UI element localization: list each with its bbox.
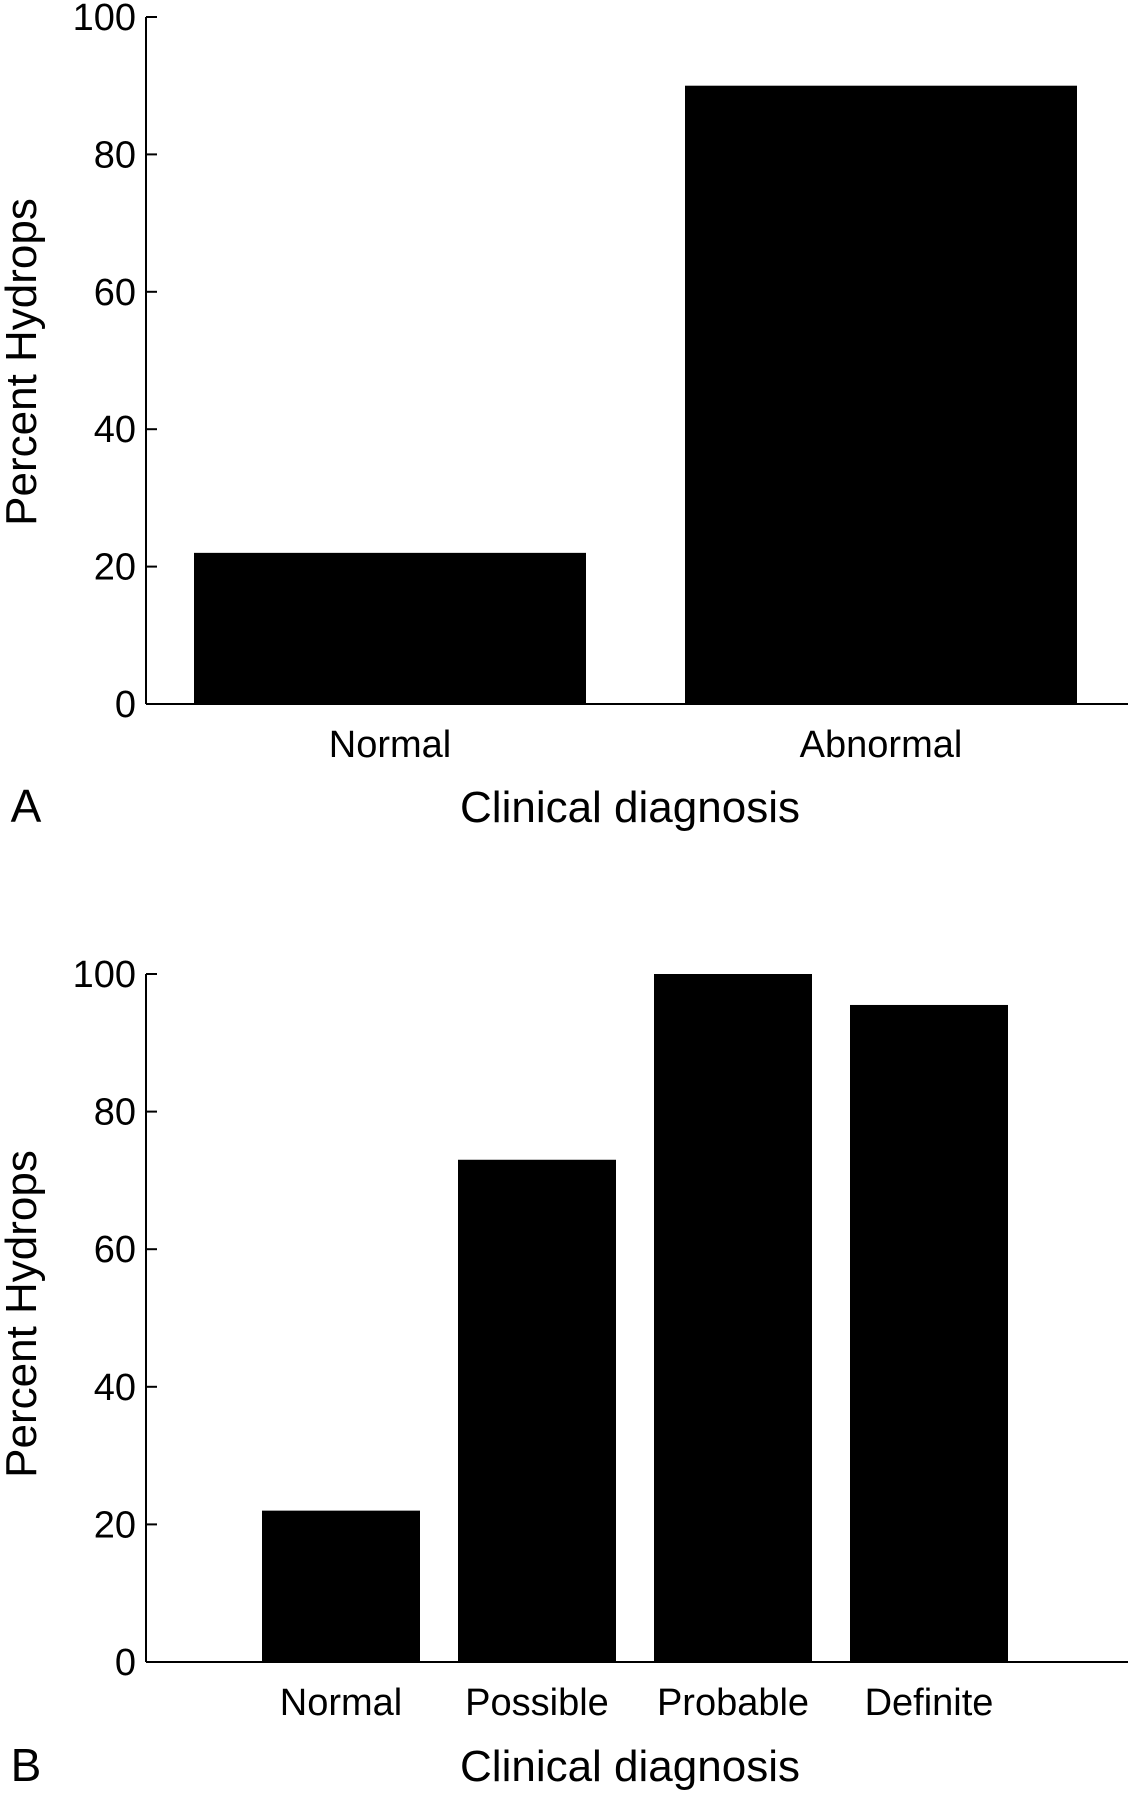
bar-definite — [850, 1004, 1008, 1662]
y-tick-label-40: 40 — [94, 1367, 136, 1409]
y-tick-label-60: 60 — [94, 272, 136, 314]
chart-panel-b: Percent Hydrops Clinical diagnosis B Nor… — [0, 900, 1133, 1800]
y-tick-label-60: 60 — [94, 1229, 136, 1271]
x-axis-title: Clinical diagnosis — [460, 1742, 800, 1791]
y-tick-label-80: 80 — [94, 1092, 136, 1134]
y-tick-label-100: 100 — [73, 0, 136, 39]
bar-possible — [458, 1159, 616, 1662]
y-axis-title: Percent Hydrops — [0, 1150, 46, 1478]
x-tick-label-normal: Normal — [280, 1682, 402, 1724]
x-tick-label-normal: Normal — [329, 724, 451, 766]
y-tick-label-80: 80 — [94, 134, 136, 176]
bar-chart-b: Percent Hydrops Clinical diagnosis B Nor… — [0, 954, 1128, 1791]
y-tick-label-0: 0 — [115, 684, 136, 726]
panel-label: B — [11, 1739, 42, 1791]
panel-label: A — [11, 780, 42, 832]
y-tick-label-20: 20 — [94, 547, 136, 589]
x-tick-label-abnormal: Abnormal — [800, 724, 963, 766]
chart-panel-a: Percent Hydrops Clinical diagnosis A Nor… — [0, 0, 1128, 832]
bar-normal — [194, 552, 586, 704]
bar-abnormal — [685, 85, 1077, 704]
x-axis-title: Clinical diagnosis — [460, 783, 800, 832]
bar-chart-a: Percent Hydrops Clinical diagnosis A Nor… — [0, 0, 1128, 832]
x-tick-label-definite: Definite — [865, 1682, 994, 1724]
y-tick-label-0: 0 — [115, 1642, 136, 1684]
y-tick-label-20: 20 — [94, 1504, 136, 1546]
y-axis-title: Percent Hydrops — [0, 198, 46, 526]
x-tick-label-probable: Probable — [657, 1682, 809, 1724]
bar-probable — [654, 974, 812, 1662]
y-tick-label-40: 40 — [94, 409, 136, 451]
x-tick-label-possible: Possible — [465, 1682, 609, 1724]
bar-normal — [262, 1510, 420, 1662]
y-tick-label-100: 100 — [73, 954, 136, 996]
